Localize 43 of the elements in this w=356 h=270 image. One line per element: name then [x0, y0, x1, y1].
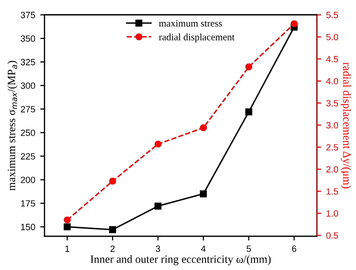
x-tick-label: 2: [110, 246, 115, 252]
x-tick-label: 1: [65, 246, 70, 252]
point: [245, 108, 252, 116]
point: [245, 63, 252, 70]
y-tick-label: 350: [20, 35, 36, 42]
point: [154, 140, 162, 148]
legend-label: maximum stress: [158, 20, 222, 27]
x-tick-label: 5: [246, 246, 251, 252]
point: [109, 226, 116, 234]
x-tick-label: 3: [156, 246, 160, 252]
point: [200, 124, 207, 132]
y2-tick-label: 5.0: [326, 34, 338, 40]
y2-tick-label: 3.0: [326, 122, 338, 128]
y-tick-label: 300: [20, 82, 36, 89]
y2-tick-label: 4.5: [326, 56, 338, 62]
point: [109, 178, 116, 185]
y2-tick-label: 0.5: [326, 232, 338, 239]
point: [64, 216, 71, 224]
y2-tick-label: 4.0: [326, 78, 338, 84]
y2-tick-label: 2.5: [326, 144, 338, 151]
y2-tick-label: 1.0: [326, 210, 338, 217]
y-tick-label: 200: [20, 176, 36, 184]
y-tick-label: 150: [21, 224, 36, 230]
point: [154, 202, 162, 210]
y2-tick-label: 5.5: [326, 12, 338, 18]
y2-axis-title: radial displacement Δy/(μm): [340, 62, 351, 188]
y-tick-label: 375: [20, 12, 36, 18]
point: [290, 20, 298, 28]
point: [200, 190, 207, 198]
x-tick-label: 6: [292, 246, 296, 252]
y2-tick-label: 3.5: [326, 100, 338, 106]
y-tick-label: 250: [20, 130, 36, 136]
legend-label: radial displacement: [158, 34, 235, 42]
x-axis-title: Inner and outer ring eccentricity ω/(mm): [90, 255, 271, 266]
y-tick-label: 275: [20, 106, 36, 112]
y-axis-title: maximum stress σ$_{max}$/(MP$_{a}$): [7, 60, 18, 191]
y-tick-label: 325: [20, 58, 36, 66]
y2-tick-label: 2.0: [326, 166, 338, 173]
y2-tick-label: 1.5: [326, 188, 338, 195]
x-tick-label: 4: [201, 246, 206, 252]
y-tick-label: 175: [21, 200, 36, 207]
point: [64, 223, 71, 230]
y-tick-label: 225: [20, 153, 36, 160]
